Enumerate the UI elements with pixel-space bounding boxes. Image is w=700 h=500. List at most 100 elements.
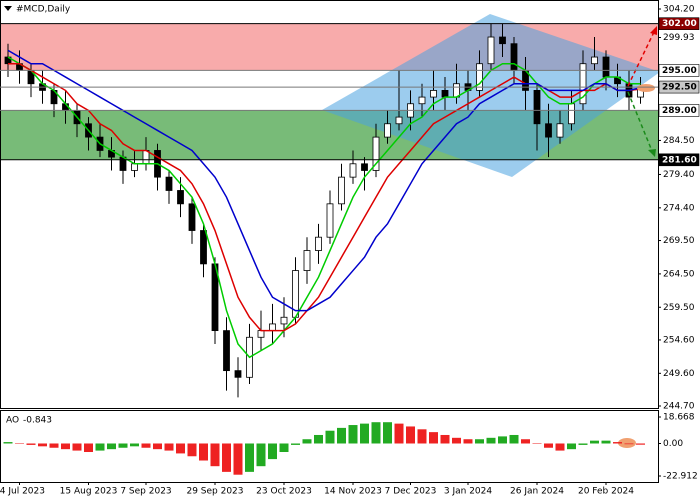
ao-bar [325,430,335,444]
ao-bar [440,434,450,444]
ao-bar [394,423,404,444]
candle-body [499,36,506,45]
candle-body [591,56,598,65]
ao-bar [498,436,507,444]
y-tick-label: 264.50 [663,269,695,279]
candle-body [395,116,403,125]
level-label: 281.60 [662,155,697,165]
ma-line [7,56,641,359]
candle-body [280,316,288,325]
x-tick-label: 14 Nov 2023 [324,487,382,497]
ao-bar [406,426,415,444]
ao-bar [61,443,70,450]
level-box [658,104,700,117]
ao-bar [624,443,634,445]
candle-body [372,136,380,171]
x-tick-label: 7 Dec 2023 [385,487,437,497]
main-frame [0,0,659,409]
candle-body [338,176,345,205]
ao-bar [417,429,427,444]
ao-bar [38,443,47,447]
ao-bar [337,427,346,444]
x-tick-label: 23 Oct 2023 [256,487,312,497]
ao-bar [245,443,254,472]
y-tick-label: 284.50 [663,136,695,146]
down-arrowhead [648,149,656,157]
ao-bar [371,422,381,444]
ao-bar [544,443,553,448]
candle-body [315,236,322,251]
ao-bar [268,443,277,460]
level-box [658,153,700,167]
y-tick-label: 259.50 [663,303,695,313]
candle-body [269,323,276,332]
level-box [658,64,700,77]
candle-body [131,163,138,171]
candle-body [430,90,437,98]
ao-bar [164,443,174,451]
ao-bar [291,443,300,445]
ao-bar [84,443,93,453]
ao-bar [613,442,622,444]
x-tick-label: 20 Feb 2024 [578,487,634,497]
ao-bar [360,423,369,444]
candle-body [177,190,184,205]
candle-body [200,230,207,265]
ao-frame [0,410,659,483]
ao-marker [618,438,636,448]
x-tick-label: 7 Sep 2023 [120,487,171,497]
y-tick-label: 304.20 [663,5,695,15]
ao-bar [532,443,542,444]
ao-bar [475,439,484,444]
level-label: 302.00 [662,19,697,29]
ao-bar [176,443,185,454]
x-tick-label: 26 Jan 2024 [510,487,564,497]
ao-bar [486,437,496,444]
ao-bar [590,440,599,444]
up-arrowhead [650,26,657,35]
ao-bar [233,443,243,475]
ma-line [7,49,641,312]
ao-bar [199,443,208,461]
y-tick-label: 244.70 [663,402,695,412]
ao-bar [521,439,530,444]
up-arrow [627,31,655,87]
ao-current: -0.843 [23,416,52,426]
down-arrow [627,91,653,152]
ao-bar [26,443,36,445]
ao-bar [636,443,645,445]
candle-body [545,123,552,138]
candle-body [476,63,483,91]
candle-body [568,103,575,125]
candle-body [510,43,518,71]
level-label: 295.00 [662,66,697,76]
level-label: 292.50 [662,83,697,93]
y-tick-label: 299.93 [663,33,695,43]
ao-bar [95,443,105,451]
candle-body [418,96,426,105]
ao-tick-label: 0.00 [663,439,683,449]
ao-bar [72,443,82,451]
ao-bar [555,443,565,451]
ao-bar [452,437,461,444]
candle-body [384,123,391,138]
ao-bar [187,443,197,457]
chart-title: #MCD,Daily [16,5,71,15]
x-tick-label: 24 Jul 2023 [0,487,45,497]
diamond-pattern [322,14,660,177]
candle-body [361,163,368,171]
ao-bar [3,442,13,444]
y-tick-label: 279.40 [663,170,695,180]
ao-bar [49,443,59,448]
plot [4,23,644,398]
price-marker [637,84,655,92]
x-tick-label: 15 Aug 2023 [60,487,118,497]
ao-tick-label: 18.668 [663,413,695,423]
ao-bar [153,443,162,450]
ao-bar [463,439,473,444]
ao-bar [130,443,139,447]
ao-bar [567,443,576,450]
ao-bar [15,443,24,444]
level-box [658,80,700,94]
